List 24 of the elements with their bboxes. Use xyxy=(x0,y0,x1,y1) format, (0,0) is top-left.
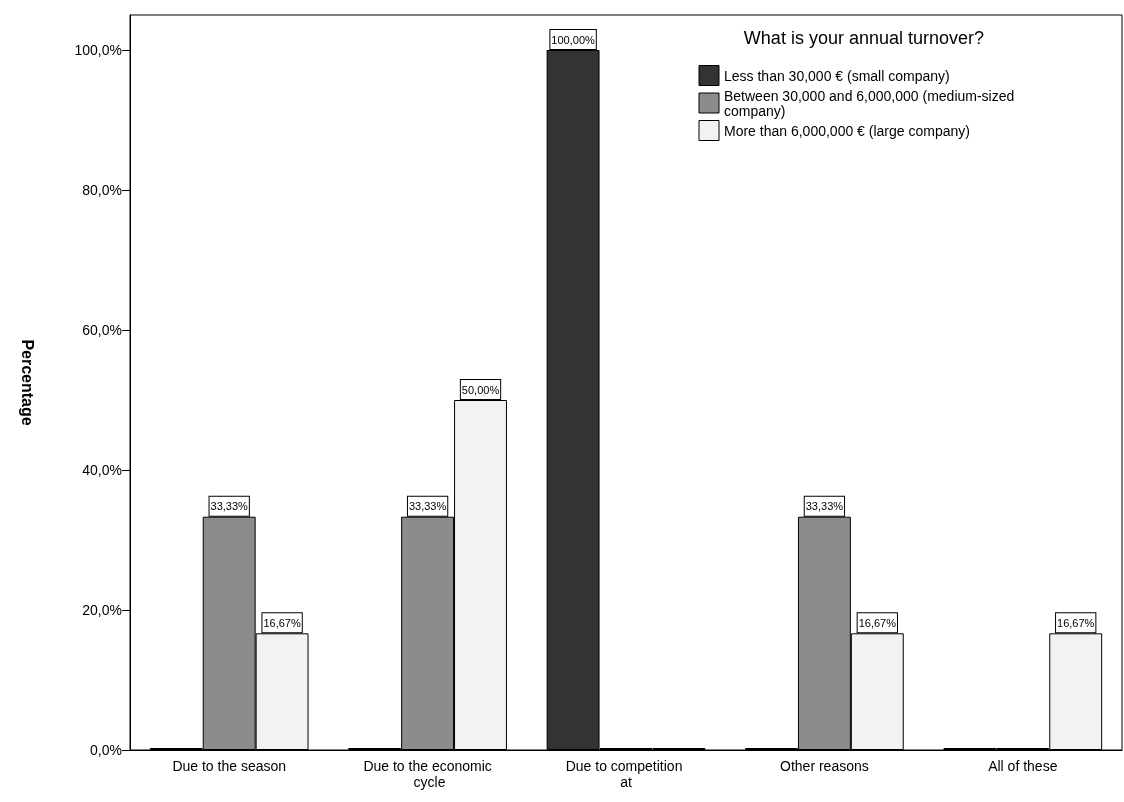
legend-label: Between 30,000 and 6,000,000 (medium-sized company) xyxy=(724,87,1019,119)
x-tick-label: All of these xyxy=(988,758,1058,774)
x-tick-label: Other reasons xyxy=(780,758,869,774)
data-label: 16,67% xyxy=(858,616,897,629)
data-label: 33,33% xyxy=(408,500,447,513)
data-label: 50,00% xyxy=(461,383,500,396)
y-tick-label: 100,0% xyxy=(74,42,122,58)
data-label: 33,33% xyxy=(805,500,844,513)
data-label: 16,67% xyxy=(263,616,301,629)
y-tick-label: 60,0% xyxy=(82,322,122,338)
x-tick-label: Due to the season xyxy=(172,758,287,774)
legend-label: Less than 30,000 € (small company) xyxy=(724,67,950,84)
legend-title: What is your annual turnover? xyxy=(743,28,985,48)
y-axis-title: Percentage xyxy=(18,339,36,426)
legend-label: More than 6,000,000 € (large company) xyxy=(724,122,970,139)
y-tick-label: 20,0% xyxy=(82,602,122,618)
data-label: 33,33% xyxy=(210,500,249,513)
data-label: 16,67% xyxy=(1057,616,1095,629)
y-tick-label: 40,0% xyxy=(82,462,122,478)
y-tick-label: 0,0% xyxy=(90,742,122,758)
x-tick-label: Due to competition at xyxy=(565,758,687,790)
y-tick-label: 80,0% xyxy=(82,182,122,198)
x-tick-label: Due to the economic cycle xyxy=(363,758,492,790)
data-label: 100,00% xyxy=(551,33,596,46)
